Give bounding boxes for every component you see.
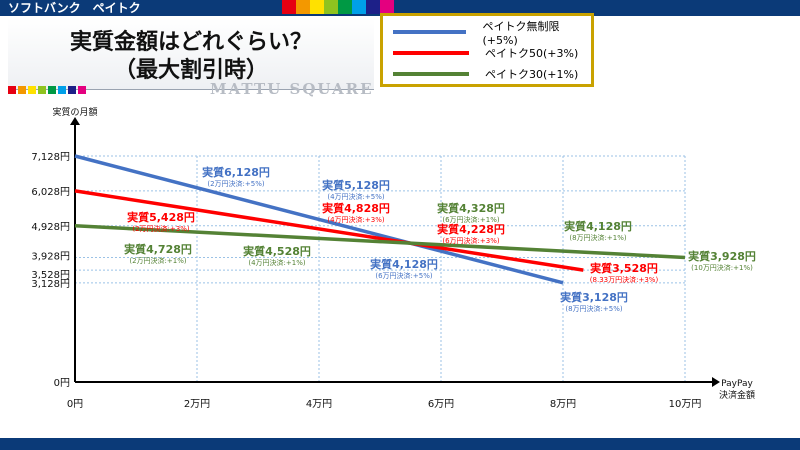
legend-item-series-3: ペイトク30(+1%) [393, 64, 578, 84]
stripe-2 [310, 0, 324, 14]
annotation-label-s3-1: 実質4,728円 [124, 242, 192, 256]
title-box: 実質金額はどれぐらい？ （最大割引時） [8, 18, 374, 90]
title-dot-1 [18, 86, 26, 94]
annotation-label-s2-4: 実質3,528円 [590, 261, 658, 275]
x-tick-label-0: 0円 [67, 399, 83, 410]
legend-item-series-2: ペイトク50(+3%) [393, 43, 578, 63]
legend-swatch-series-1 [393, 30, 467, 34]
y-axis-arrow [70, 117, 80, 125]
color-stripes [282, 0, 394, 14]
annotation-sub-s2-2: (4万円決済:+3%) [327, 215, 385, 224]
title-dot-2 [28, 86, 36, 94]
legend-label-series-2: ペイトク50(+3%) [485, 47, 579, 60]
x-tick-label-1: 2万円 [184, 399, 210, 410]
stripe-1 [296, 0, 310, 14]
stripe-5 [352, 0, 366, 14]
x-tick-label-5: 10万円 [669, 399, 702, 410]
page-subtitle: （最大割引時） [113, 58, 268, 83]
y-tick-label-4: 4,928円 [31, 222, 70, 233]
stripe-6 [366, 0, 380, 14]
legend-swatch-series-2 [393, 51, 469, 55]
header-bar: ソフトバンク ペイトク [0, 0, 800, 16]
category-label: ソフトバンク ペイトク [8, 1, 141, 15]
annotation-sub-s3-2: (4万円決済:+1%) [248, 258, 306, 267]
title-dot-3 [38, 86, 46, 94]
annotation-label-s3-3: 実質4,328円 [437, 201, 505, 215]
series-line-3 [74, 224, 686, 260]
legend-swatch-series-3 [393, 72, 469, 76]
footer-bar [0, 438, 800, 450]
series-line-1 [74, 154, 564, 285]
annotation-label-s1-4: 実質3,128円 [560, 290, 628, 304]
y-axis-title: 実質の月額 [52, 106, 97, 118]
stripe-3 [324, 0, 338, 14]
legend-label-series-3: ペイトク30(+1%) [485, 68, 579, 81]
title-decoration-dots [8, 86, 118, 94]
annotation-sub-s1-4: (8万円決済:+5%) [565, 304, 623, 313]
annotation-sub-s3-1: (2万円決済:+1%) [129, 256, 187, 265]
title-dot-5 [58, 86, 66, 94]
y-tick-label-6: 7,128円 [31, 152, 70, 163]
title-dot-6 [68, 86, 76, 94]
page-title: 実質金額はどれぐらい？ [69, 30, 312, 55]
x-axis-title-line-0: PayPay [721, 379, 753, 389]
legend-label-series-1: ペイトク無制限(+5%) [482, 19, 560, 47]
title-dot-7 [78, 86, 86, 94]
annotation-sub-s2-1: (2万円決済:+3%) [132, 224, 190, 233]
annotation-sub-s3-3: (6万円決済:+1%) [442, 215, 500, 224]
annotation-label-s2-3: 実質4,228円 [437, 222, 505, 236]
annotation-label-s3-2: 実質4,528円 [243, 244, 311, 258]
y-tick-label-2: 3,528円 [31, 270, 70, 281]
annotation-sub-s2-3: (6万円決済:+3%) [442, 236, 500, 245]
y-tick-label-3: 3,928円 [31, 251, 70, 262]
annotation-label-s1-2: 実質5,128円 [322, 178, 390, 192]
y-tick-label-0: 0円 [54, 378, 70, 389]
stripe-4 [338, 0, 352, 14]
x-tick-label-4: 8万円 [550, 399, 576, 410]
y-tick-label-5: 6,028円 [31, 187, 70, 198]
y-tick-label-1: 3,128円 [31, 279, 70, 290]
annotation-sub-s1-3: (6万円決済:+5%) [375, 271, 433, 280]
annotation-label-s1-3: 実質4,128円 [370, 257, 438, 271]
x-axis-title-line-1: 決済金額 [719, 389, 755, 401]
annotation-sub-s1-1: (2万円決済:+5%) [207, 179, 265, 188]
annotation-label-s3-5: 実質3,928円 [688, 249, 756, 263]
annotation-sub-s1-2: (4万円決済:+5%) [327, 192, 385, 201]
annotation-label-s2-1: 実質5,428円 [127, 210, 195, 224]
stripe-0 [282, 0, 296, 14]
legend-item-series-1: ペイトク無制限(+5%) [393, 20, 591, 47]
stripe-7 [380, 0, 394, 14]
watermark: MATTU SQUARE [210, 80, 374, 98]
annotation-sub-s3-5: (10万円決済:+1%) [691, 263, 753, 272]
title-dot-0 [8, 86, 16, 94]
x-tick-label-2: 4万円 [306, 399, 332, 410]
annotation-sub-s2-4: (8.33万円決済:+3%) [590, 275, 659, 284]
title-dot-4 [48, 86, 56, 94]
annotation-label-s2-2: 実質4,828円 [322, 201, 390, 215]
annotation-label-s1-1: 実質6,128円 [202, 165, 270, 179]
x-tick-label-3: 6万円 [428, 399, 454, 410]
x-axis-arrow [712, 377, 720, 387]
series-line-2 [74, 189, 584, 272]
annotation-sub-s3-4: (8万円決済:+1%) [569, 233, 627, 242]
chart-legend: ペイトク無制限(+5%) ペイトク50(+3%) ペイトク30(+1%) [380, 13, 594, 87]
annotation-label-s3-4: 実質4,128円 [564, 219, 632, 233]
